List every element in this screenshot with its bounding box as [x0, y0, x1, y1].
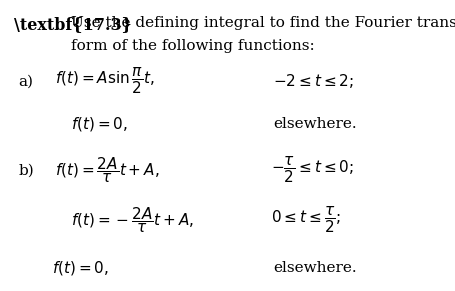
Text: $0 \leq t \leq \dfrac{\tau}{2};$: $0 \leq t \leq \dfrac{\tau}{2};$: [271, 205, 341, 235]
Text: $f(t) = -\dfrac{2A}{\tau}t + A,$: $f(t) = -\dfrac{2A}{\tau}t + A,$: [71, 205, 194, 235]
Text: b): b): [18, 163, 34, 177]
Text: $f(t) = 0,$: $f(t) = 0,$: [52, 259, 109, 277]
Text: $f(t) = 0,$: $f(t) = 0,$: [71, 115, 127, 133]
Text: form of the following functions:: form of the following functions:: [71, 39, 314, 53]
Text: $f(t) = \dfrac{2A}{\tau}t + A,$: $f(t) = \dfrac{2A}{\tau}t + A,$: [55, 155, 159, 185]
Text: elsewhere.: elsewhere.: [273, 117, 357, 131]
Text: a): a): [18, 74, 33, 88]
Text: $-2 \leq t \leq 2;$: $-2 \leq t \leq 2;$: [273, 72, 354, 91]
Text: \textbf{17.3}: \textbf{17.3}: [14, 16, 131, 33]
Text: $f(t) = A\sin\dfrac{\pi}{2}t,$: $f(t) = A\sin\dfrac{\pi}{2}t,$: [55, 67, 154, 96]
Text: elsewhere.: elsewhere.: [273, 261, 357, 275]
Text: $-\dfrac{\tau}{2} \leq t \leq 0;$: $-\dfrac{\tau}{2} \leq t \leq 0;$: [271, 155, 354, 185]
Text: Use the defining integral to find the Fourier trans-: Use the defining integral to find the Fo…: [71, 16, 455, 30]
